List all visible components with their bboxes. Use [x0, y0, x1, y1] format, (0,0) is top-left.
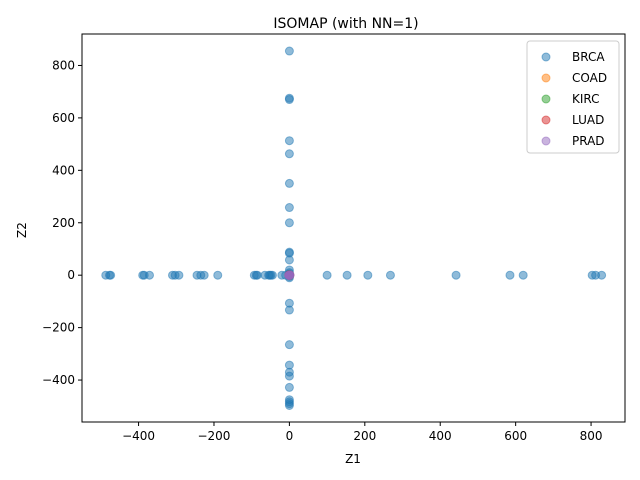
x-axis-label: Z1	[345, 452, 361, 466]
y-axis-label: Z2	[15, 222, 29, 238]
point-brca-32	[145, 270, 154, 280]
point-brca-3	[284, 136, 294, 146]
point-brca-38	[199, 270, 209, 280]
chart-title: ISOMAP (with NN=1)	[273, 16, 418, 32]
point-brca-53	[385, 270, 395, 280]
x-axis: −400 −200 0 200 400 600 800	[122, 422, 603, 443]
point-brca-7	[284, 218, 294, 228]
legend-box	[526, 40, 620, 154]
legend-marker-luad	[541, 115, 551, 125]
point-brca-18	[284, 340, 294, 350]
point-brca-26	[284, 400, 294, 410]
point-brca-55	[505, 270, 515, 280]
legend-marker-coad	[541, 73, 551, 83]
legend-marker-kirc	[541, 94, 551, 104]
point-brca-22	[284, 382, 294, 392]
legend-label-brca: BRCA	[572, 50, 605, 64]
point-brca-21	[284, 371, 294, 381]
y-tick-label: 0	[67, 268, 75, 282]
y-tick-label: 800	[52, 58, 75, 72]
y-axis: −400 −200 0 200 400 600 800	[42, 58, 82, 387]
point-brca-54	[451, 270, 461, 280]
y-tick-label: −200	[42, 321, 75, 335]
x-tick-label: −200	[197, 429, 230, 443]
point-brca-52	[363, 270, 373, 280]
legend: BRCA COAD KIRC LUAD PRAD	[526, 40, 620, 154]
point-brca-50	[322, 270, 332, 280]
y-tick-label: −400	[42, 373, 75, 387]
x-tick-label: −400	[122, 429, 155, 443]
y-tick-label: 200	[52, 216, 75, 230]
y-tick-label: 600	[52, 111, 75, 125]
point-brca-4	[284, 149, 294, 159]
point-brca-51	[342, 270, 352, 280]
point-brca-59	[597, 270, 607, 280]
legend-marker-brca	[541, 52, 551, 62]
points-layer	[101, 46, 607, 410]
x-tick-label: 600	[504, 429, 527, 443]
legend-label-prad: PRAD	[572, 134, 605, 148]
legend-label-coad: COAD	[572, 71, 607, 85]
point-brca-35	[174, 270, 184, 280]
point-brca-29	[106, 270, 116, 280]
point-brca-5	[284, 178, 294, 188]
point-brca-39	[213, 270, 223, 280]
point-brca-2	[284, 95, 294, 105]
point-brca-17	[284, 305, 294, 315]
point-prad-5	[284, 270, 294, 280]
legend-label-kirc: KIRC	[572, 92, 600, 106]
plot-frame	[81, 33, 626, 423]
x-tick-label: 800	[580, 429, 603, 443]
legend-marker-prad	[541, 136, 551, 146]
x-tick-label: 0	[286, 429, 294, 443]
point-brca-42	[252, 270, 262, 280]
point-brca-10	[284, 255, 294, 265]
point-brca-6	[284, 203, 294, 213]
x-tick-label: 200	[353, 429, 376, 443]
legend-label-luad: LUAD	[572, 113, 604, 127]
x-tick-label: 400	[429, 429, 452, 443]
point-brca-56	[518, 270, 528, 280]
point-brca-47	[267, 270, 277, 280]
y-tick-label: 400	[52, 163, 75, 177]
point-brca-0	[284, 46, 294, 56]
